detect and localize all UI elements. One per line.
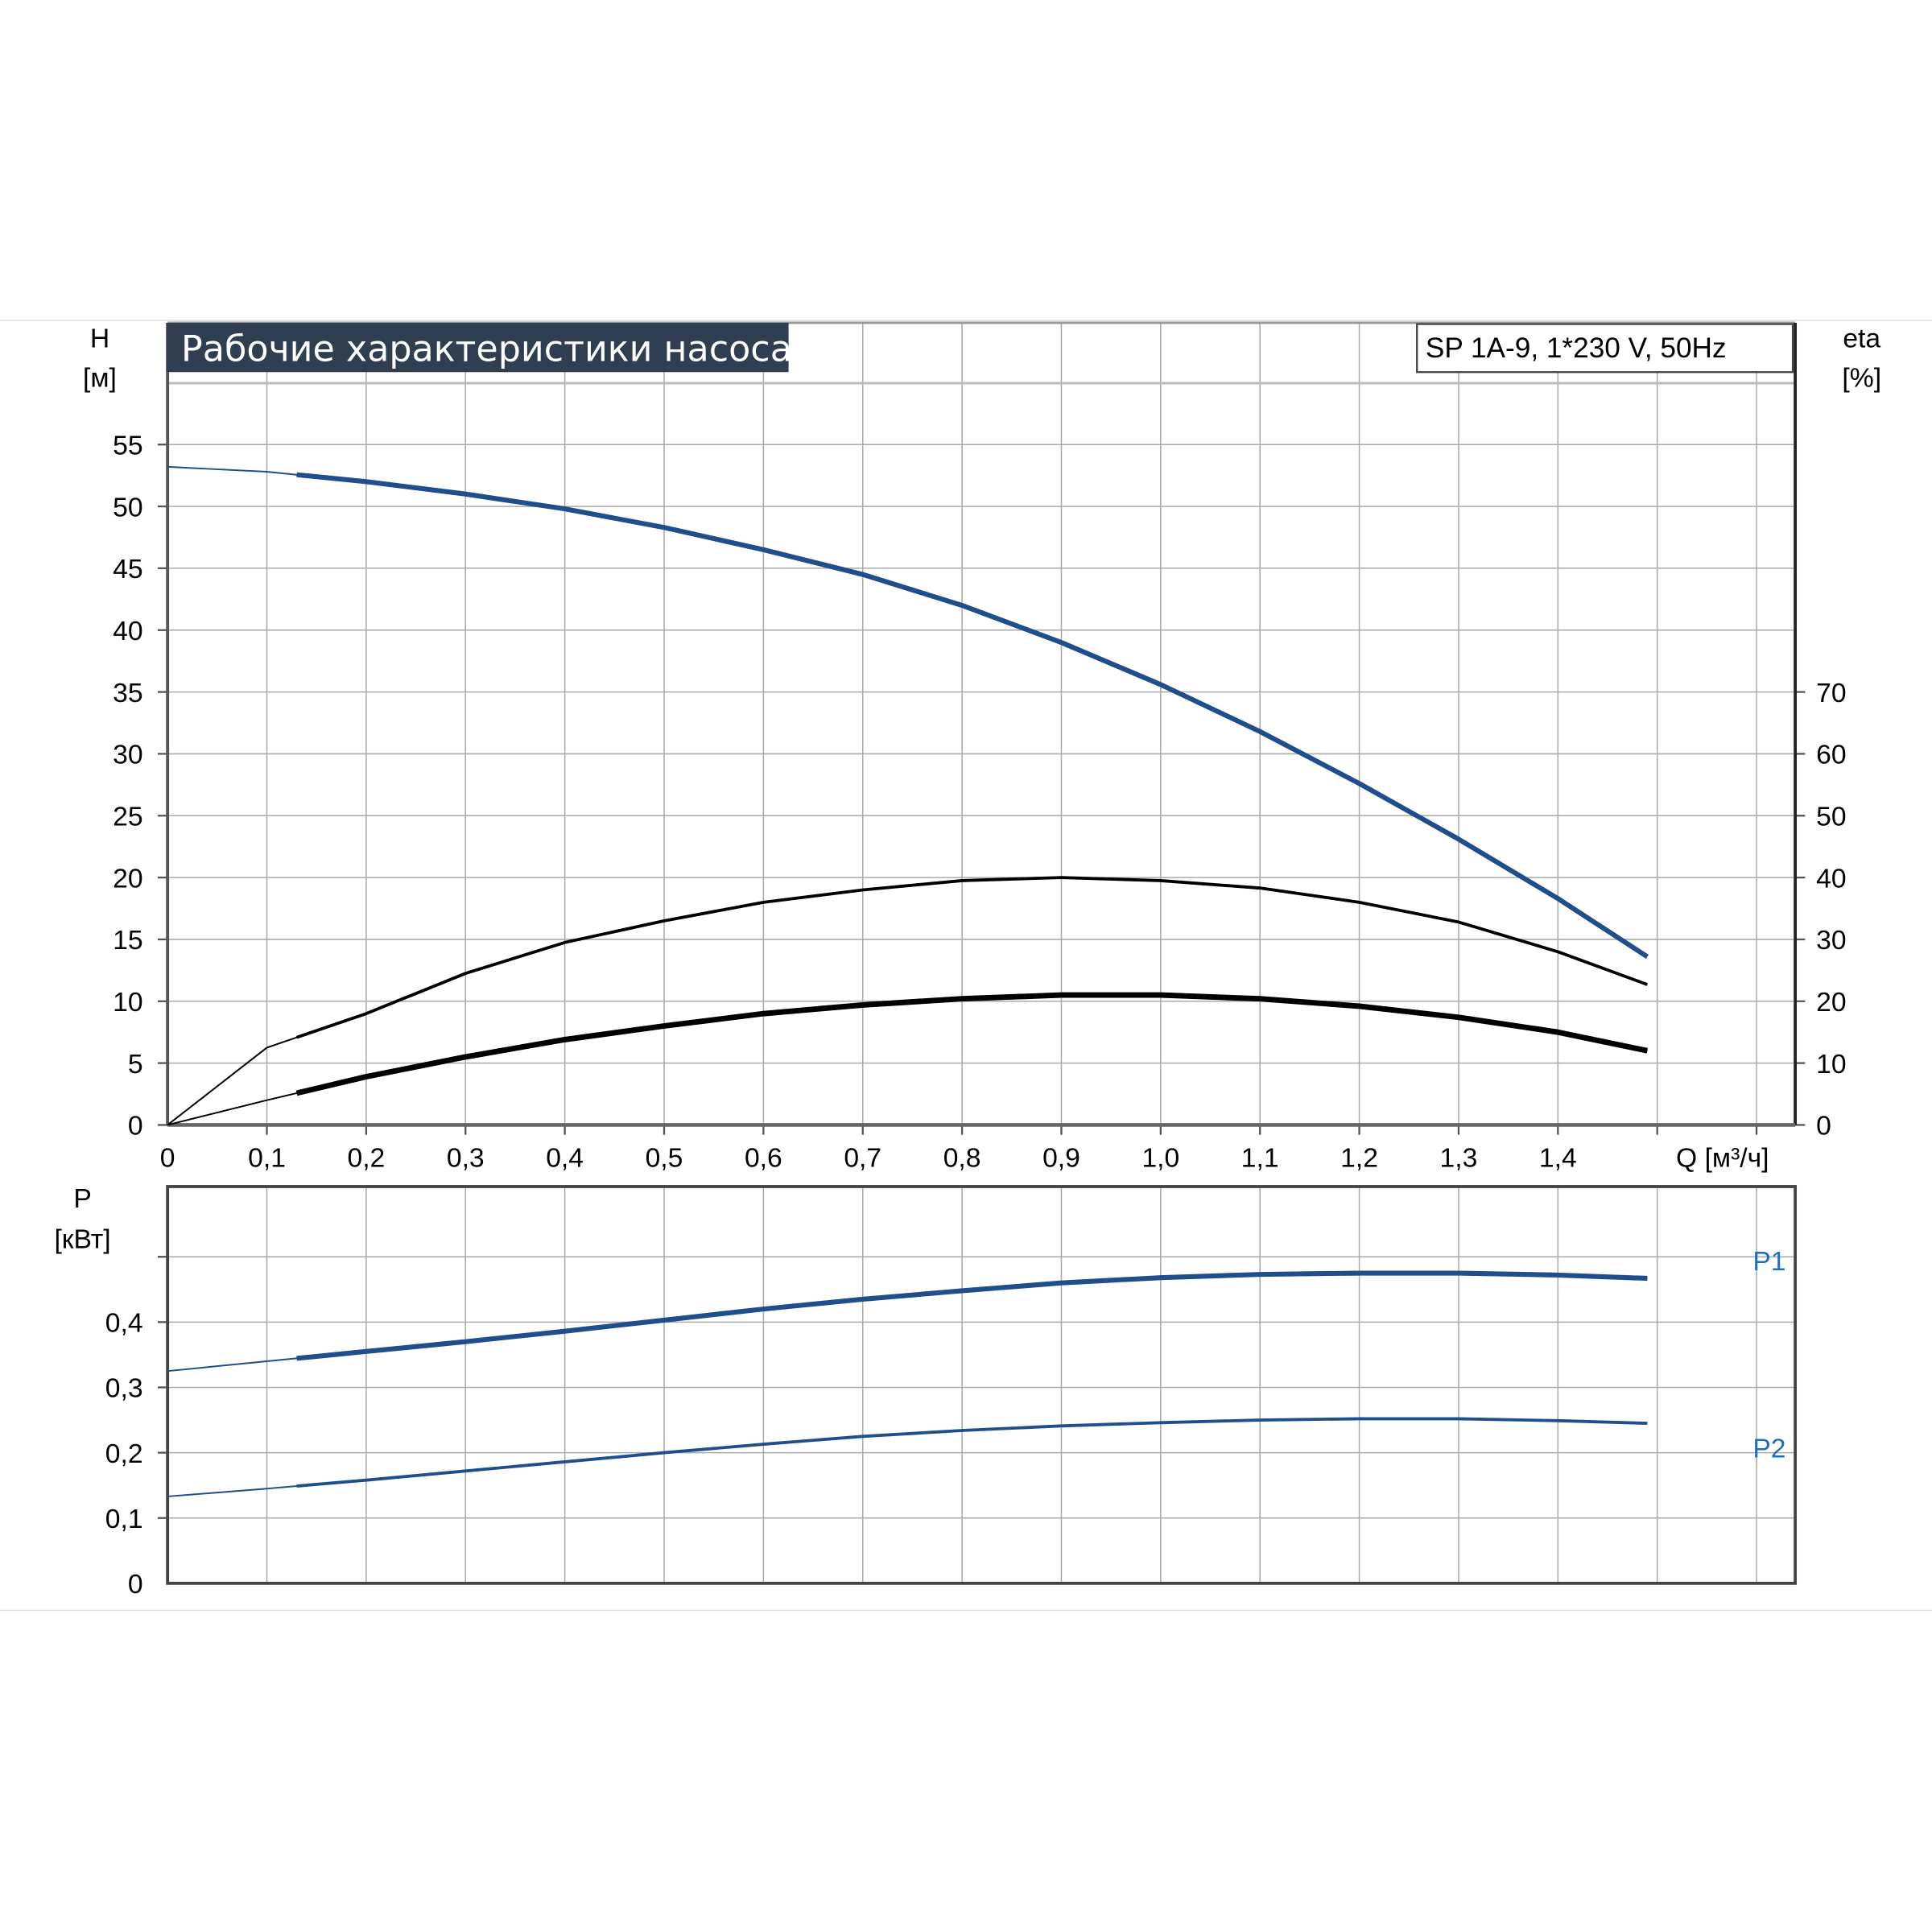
y-right-tick-label: 70 bbox=[1816, 679, 1846, 708]
x-tick-label: 1,4 bbox=[1539, 1143, 1577, 1173]
y-tick-label: 5 bbox=[128, 1050, 143, 1080]
y-tick-label: 10 bbox=[113, 988, 142, 1018]
p-axis-label: P bbox=[73, 1184, 91, 1214]
x-tick-label: 1,1 bbox=[1241, 1143, 1279, 1173]
x-tick-label: 0,9 bbox=[1042, 1143, 1080, 1173]
y-tick-label: 40 bbox=[113, 617, 142, 646]
y-left-label: H bbox=[90, 324, 109, 354]
x-tick-label: 0,6 bbox=[745, 1143, 782, 1173]
x-tick-label: 0,4 bbox=[546, 1143, 584, 1173]
x-tick-label: 0,7 bbox=[844, 1143, 881, 1173]
power-plot-border bbox=[166, 1185, 1798, 1585]
y-tick-label: 35 bbox=[113, 679, 142, 708]
x-tick-label: 0,2 bbox=[347, 1143, 385, 1173]
p-tick-label: 0,2 bbox=[105, 1439, 143, 1469]
y-right-unit: [%] bbox=[1842, 364, 1881, 394]
subtitle-box bbox=[1416, 323, 1794, 374]
head-curve-thin bbox=[167, 465, 1648, 958]
legend-p1: P1 bbox=[1752, 1247, 1785, 1277]
y-tick-label: 25 bbox=[113, 803, 142, 832]
x-tick-label: 1,3 bbox=[1440, 1143, 1478, 1173]
x-tick-label: 1,2 bbox=[1340, 1143, 1378, 1173]
total-efficiency-curve bbox=[295, 992, 1649, 1096]
p-tick-label: 0,1 bbox=[105, 1505, 143, 1534]
chart-title: Рабочие характеристики насоса bbox=[181, 328, 792, 369]
y-tick-label: 50 bbox=[113, 493, 142, 522]
y-left-unit: [м] bbox=[83, 364, 117, 394]
x-tick-label: 0,1 bbox=[248, 1143, 286, 1173]
legend-p2: P2 bbox=[1752, 1435, 1785, 1464]
y-right-tick-label: 30 bbox=[1816, 926, 1846, 956]
y-right-tick-label: 60 bbox=[1816, 741, 1846, 770]
y-tick-label: 0 bbox=[128, 1112, 143, 1141]
head-curve bbox=[296, 472, 1649, 960]
x-tick-label: 1,0 bbox=[1141, 1143, 1179, 1173]
p-tick-label: 0 bbox=[128, 1570, 143, 1600]
y-tick-label: 15 bbox=[113, 926, 142, 956]
x-tick-label: 0,8 bbox=[943, 1143, 981, 1173]
x-tick-label: 0,3 bbox=[447, 1143, 485, 1173]
p-tick-label: 0,4 bbox=[105, 1309, 143, 1339]
efficiency-curve bbox=[295, 876, 1648, 1039]
y-tick-label: 30 bbox=[113, 741, 142, 770]
y-right-tick-label: 40 bbox=[1816, 864, 1846, 894]
p2-curve-thin bbox=[167, 1418, 1648, 1497]
p1-curve bbox=[296, 1270, 1648, 1361]
p-tick-label: 0,3 bbox=[105, 1374, 143, 1404]
y-right-label: eta bbox=[1843, 324, 1880, 354]
y-right-tick-label: 0 bbox=[1816, 1112, 1831, 1141]
y-right-tick-label: 10 bbox=[1816, 1050, 1846, 1080]
p2-curve bbox=[296, 1417, 1648, 1488]
x-tick-label: 0 bbox=[160, 1143, 175, 1173]
x-tick-label: 0,5 bbox=[646, 1143, 683, 1173]
y-tick-label: 45 bbox=[113, 555, 142, 584]
y-tick-label: 55 bbox=[113, 431, 142, 460]
title-box bbox=[166, 323, 789, 373]
y-right-tick-label: 20 bbox=[1816, 988, 1846, 1018]
p-axis-unit: [кВт] bbox=[54, 1225, 110, 1255]
y-tick-label: 20 bbox=[113, 864, 142, 894]
y-right-tick-label: 50 bbox=[1816, 803, 1846, 832]
x-axis-label: Q [м³/ч] bbox=[1676, 1143, 1769, 1173]
chart-subtitle: SP 1A-9, 1*230 V, 50Hz bbox=[1426, 332, 1727, 364]
